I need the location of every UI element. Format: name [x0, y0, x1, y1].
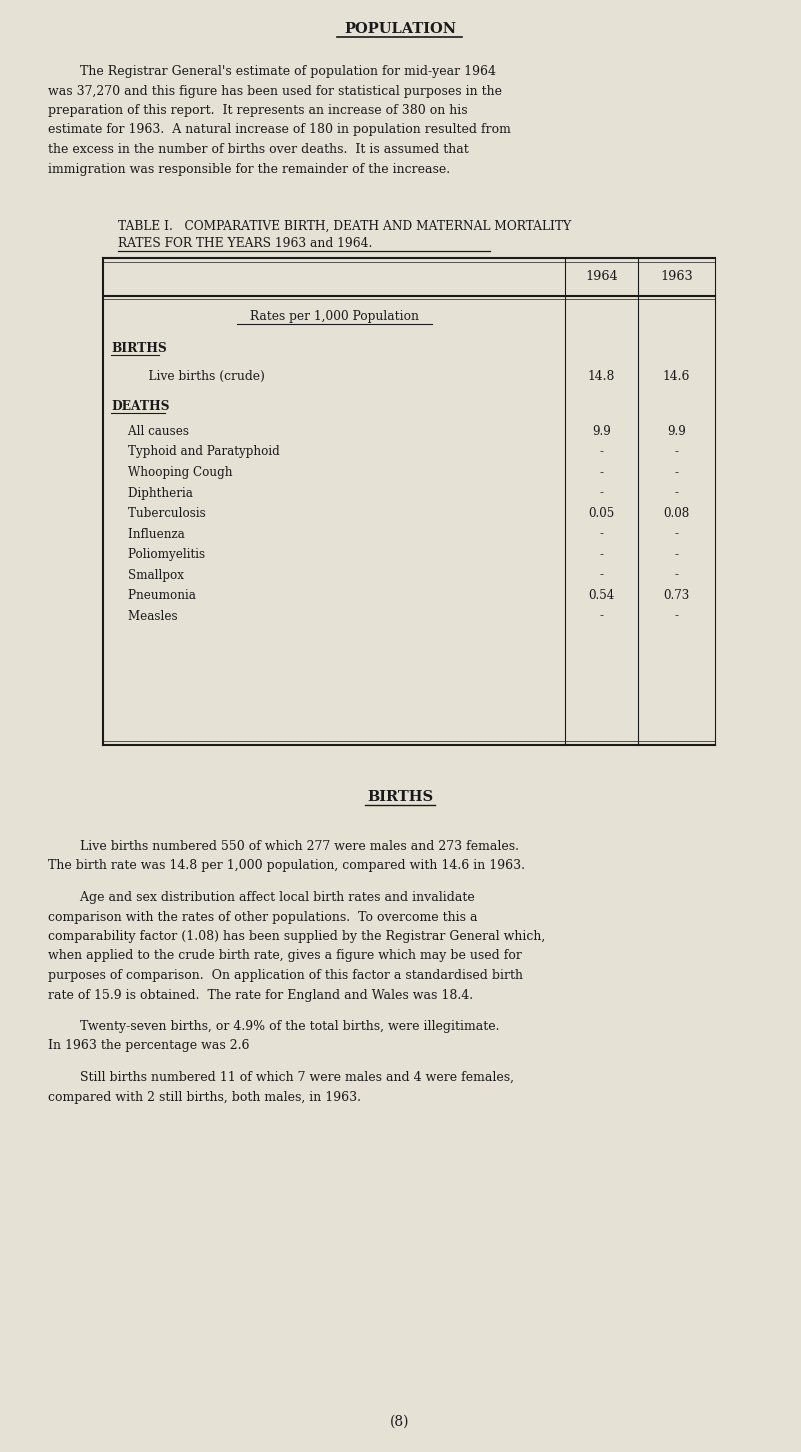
Text: -: - [674, 486, 678, 499]
Text: Live births (crude): Live births (crude) [133, 370, 265, 383]
Text: 0.73: 0.73 [663, 590, 690, 603]
Text: compared with 2 still births, both males, in 1963.: compared with 2 still births, both males… [48, 1090, 361, 1104]
Text: -: - [674, 527, 678, 540]
Text: -: - [599, 446, 603, 459]
Text: Influenza: Influenza [113, 527, 185, 540]
Text: Pneumonia: Pneumonia [113, 590, 196, 603]
Text: -: - [674, 547, 678, 560]
Text: immigration was responsible for the remainder of the increase.: immigration was responsible for the rema… [48, 163, 450, 176]
Text: RATES FOR THE YEARS 1963 and 1964.: RATES FOR THE YEARS 1963 and 1964. [118, 237, 372, 250]
Text: 1964: 1964 [585, 270, 618, 283]
Text: 0.05: 0.05 [589, 507, 614, 520]
Text: -: - [674, 466, 678, 479]
Text: In 1963 the percentage was 2.6: In 1963 the percentage was 2.6 [48, 1040, 249, 1053]
Text: -: - [599, 486, 603, 499]
Text: -: - [599, 569, 603, 581]
Text: 0.08: 0.08 [663, 507, 690, 520]
Text: estimate for 1963.  A natural increase of 180 in population resulted from: estimate for 1963. A natural increase of… [48, 123, 511, 136]
Text: Measles: Measles [113, 610, 178, 623]
Text: -: - [599, 610, 603, 623]
Text: comparability factor (1.08) has been supplied by the Registrar General which,: comparability factor (1.08) has been sup… [48, 929, 545, 942]
Text: DEATHS: DEATHS [111, 399, 170, 412]
Text: All causes: All causes [113, 425, 189, 439]
Text: Poliomyelitis: Poliomyelitis [113, 547, 205, 560]
Text: -: - [674, 446, 678, 459]
Text: preparation of this report.  It represents an increase of 380 on his: preparation of this report. It represent… [48, 105, 468, 118]
Text: 9.9: 9.9 [592, 425, 611, 439]
Text: (8): (8) [390, 1416, 410, 1429]
Text: Diphtheria: Diphtheria [113, 486, 193, 499]
Text: BIRTHS: BIRTHS [367, 790, 433, 804]
Text: The birth rate was 14.8 per 1,000 population, compared with 14.6 in 1963.: The birth rate was 14.8 per 1,000 popula… [48, 860, 525, 873]
Text: the excess in the number of births over deaths.  It is assumed that: the excess in the number of births over … [48, 142, 469, 155]
Text: Twenty-seven births, or 4.9% of the total births, were illegitimate.: Twenty-seven births, or 4.9% of the tota… [48, 1019, 500, 1032]
Text: rate of 15.9 is obtained.  The rate for England and Wales was 18.4.: rate of 15.9 is obtained. The rate for E… [48, 989, 473, 1002]
Text: Whooping Cough: Whooping Cough [113, 466, 232, 479]
Text: Live births numbered 550 of which 277 were males and 273 females.: Live births numbered 550 of which 277 we… [48, 841, 519, 852]
Text: 14.8: 14.8 [588, 370, 615, 383]
Text: -: - [674, 569, 678, 581]
Text: 9.9: 9.9 [667, 425, 686, 439]
Text: BIRTHS: BIRTHS [111, 343, 167, 354]
Text: was 37,270 and this figure has been used for statistical purposes in the: was 37,270 and this figure has been used… [48, 84, 502, 97]
Text: POPULATION: POPULATION [344, 22, 456, 36]
Text: comparison with the rates of other populations.  To overcome this a: comparison with the rates of other popul… [48, 910, 477, 923]
Text: 0.54: 0.54 [589, 590, 614, 603]
Text: purposes of comparison.  On application of this factor a standardised birth: purposes of comparison. On application o… [48, 968, 523, 982]
Text: Still births numbered 11 of which 7 were males and 4 were females,: Still births numbered 11 of which 7 were… [48, 1072, 514, 1085]
Text: 1963: 1963 [660, 270, 693, 283]
Text: Tuberculosis: Tuberculosis [113, 507, 206, 520]
Text: when applied to the crude birth rate, gives a figure which may be used for: when applied to the crude birth rate, gi… [48, 950, 522, 963]
Text: TABLE I.   COMPARATIVE BIRTH, DEATH AND MATERNAL MORTALITY: TABLE I. COMPARATIVE BIRTH, DEATH AND MA… [118, 221, 571, 232]
Text: -: - [674, 610, 678, 623]
Text: -: - [599, 547, 603, 560]
Text: Rates per 1,000 Population: Rates per 1,000 Population [249, 309, 418, 322]
Text: -: - [599, 466, 603, 479]
Text: The Registrar General's estimate of population for mid-year 1964: The Registrar General's estimate of popu… [48, 65, 496, 78]
Text: Typhoid and Paratyphoid: Typhoid and Paratyphoid [113, 446, 280, 459]
Text: Age and sex distribution affect local birth rates and invalidate: Age and sex distribution affect local bi… [48, 892, 475, 905]
Text: -: - [599, 527, 603, 540]
Text: 14.6: 14.6 [662, 370, 690, 383]
Text: Smallpox: Smallpox [113, 569, 184, 581]
